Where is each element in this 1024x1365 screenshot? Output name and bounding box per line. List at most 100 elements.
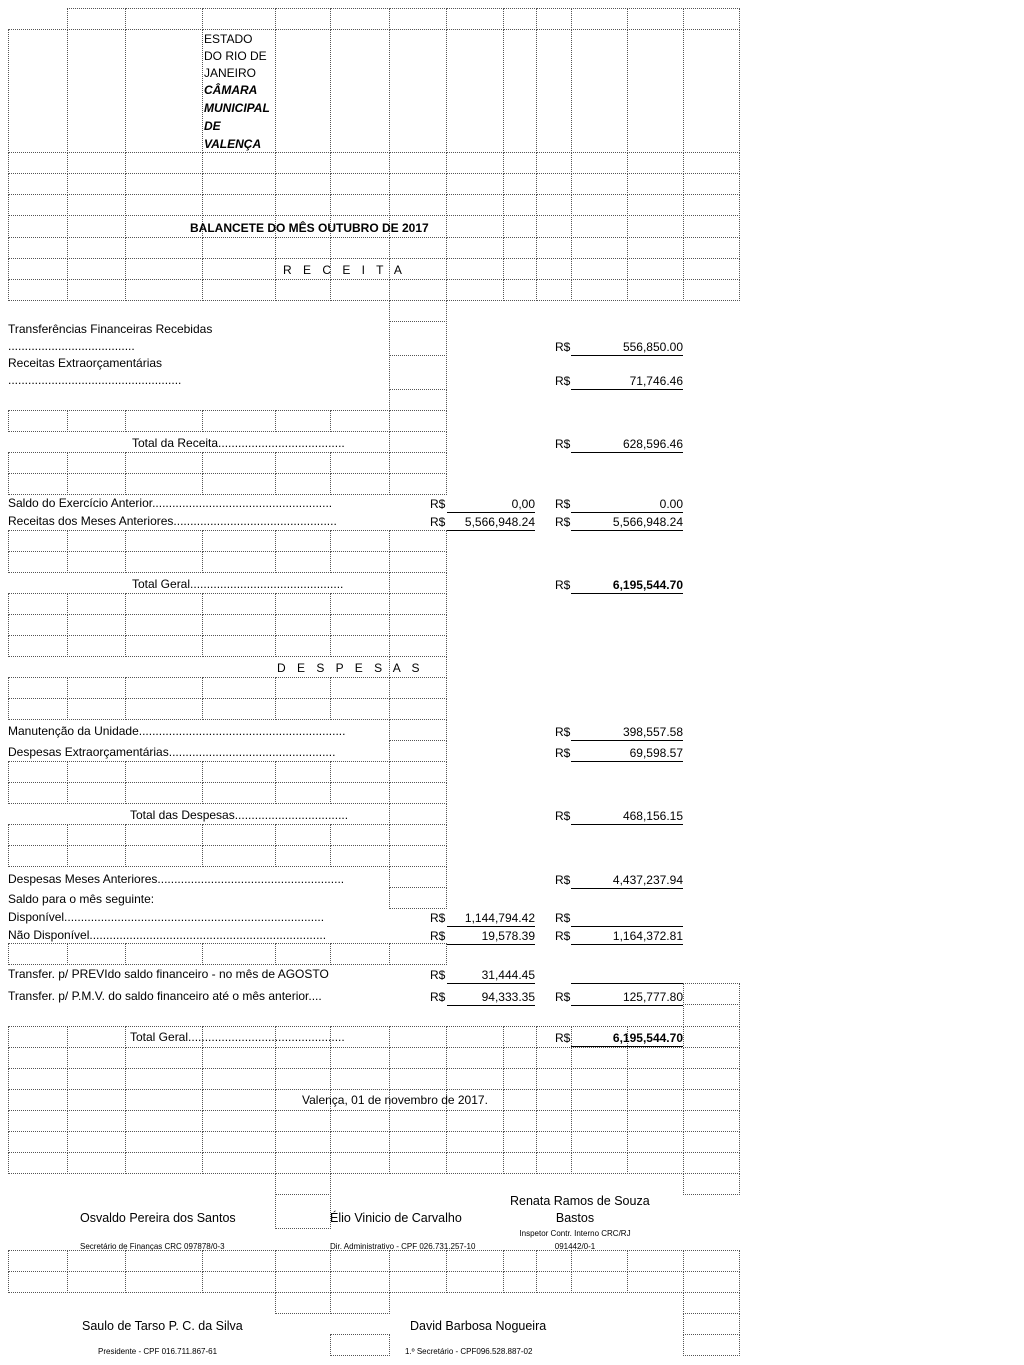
- grid-cell: [683, 1004, 740, 1027]
- grid-cell: [67, 258, 126, 280]
- grid-cell: [202, 8, 276, 30]
- grid-cell: [67, 1089, 126, 1111]
- grid-cell: [125, 237, 203, 259]
- grid-cell: [571, 152, 628, 174]
- grid-cell: [67, 410, 126, 432]
- currency-label: R$: [430, 929, 446, 943]
- grid-cell: [202, 1152, 276, 1174]
- grid-cell: [275, 530, 331, 552]
- grid-cell: [627, 215, 684, 238]
- grid-cell: [8, 152, 68, 174]
- grid-cell: [389, 824, 447, 846]
- grid-cell: [330, 410, 390, 432]
- grid-cell: [202, 845, 276, 867]
- grid-cell: [275, 614, 331, 636]
- grid-cell: [389, 279, 447, 301]
- grid-cell: [330, 761, 390, 783]
- grid-cell: [627, 279, 684, 301]
- despesas-heading: D E S P E S A S: [277, 661, 424, 675]
- grid-cell: [202, 258, 276, 280]
- grid-cell: [202, 593, 276, 615]
- grid-cell: [202, 1131, 276, 1153]
- grid-cell: [125, 279, 203, 301]
- grid-cell: [125, 410, 203, 432]
- grid-cell: [67, 1271, 126, 1293]
- grid-cell: [683, 1110, 740, 1132]
- transfer-total-value: 125,777.80: [571, 990, 683, 1006]
- grid-cell: [389, 1068, 447, 1090]
- grid-cell: [202, 677, 276, 699]
- grid-cell: [202, 452, 276, 474]
- grid-cell: [67, 8, 126, 30]
- grid-cell: [8, 279, 68, 301]
- grid-cell: [202, 635, 276, 657]
- grid-cell: [8, 173, 68, 195]
- grid-cell: [571, 173, 628, 195]
- grid-cell: [571, 1131, 628, 1153]
- signature-role-3b: 091442/0-1: [554, 1242, 596, 1251]
- grid-cell: [571, 1089, 628, 1111]
- grid-cell: [627, 152, 684, 174]
- grid-cell: [683, 1250, 740, 1272]
- grid-cell: [275, 1271, 331, 1293]
- grid-cell: [275, 943, 331, 965]
- grid-cell: [67, 1152, 126, 1174]
- grid-cell: [125, 1068, 203, 1090]
- grid-cell: [8, 452, 68, 474]
- grid-cell: [536, 1110, 572, 1132]
- grid-cell: [202, 551, 276, 573]
- grid-cell: [571, 237, 628, 259]
- grid-cell: [683, 1271, 740, 1293]
- grid-cell: [389, 152, 447, 174]
- currency-label: R$: [555, 515, 571, 529]
- grid-cell: [8, 593, 68, 615]
- grid-cell: [627, 8, 684, 30]
- grid-cell: [571, 258, 628, 280]
- grid-cell: [330, 173, 390, 195]
- grid-cell: [8, 194, 68, 216]
- grid-cell: [536, 173, 572, 195]
- grid-cell: [202, 1271, 276, 1293]
- currency-label: R$: [430, 990, 446, 1004]
- grid-cell: [330, 8, 390, 30]
- grid-cell: [683, 258, 740, 280]
- grid-cell: [8, 1068, 68, 1090]
- grid-cell: [503, 1110, 537, 1132]
- grid-cell: [330, 845, 390, 867]
- receitas-anteriores-label: Receitas dos Meses Anteriores...........…: [8, 514, 337, 528]
- grid-cell: [330, 29, 390, 153]
- grid-cell: [202, 614, 276, 636]
- saldo-anterior-label: Saldo do Exercício Anterior.............…: [8, 496, 333, 510]
- grid-cell: [571, 215, 628, 238]
- grid-cell: [275, 551, 331, 573]
- grid-cell: [627, 173, 684, 195]
- grid-cell: [330, 551, 390, 573]
- grid-cell: [67, 943, 126, 965]
- grid-cell: [536, 8, 572, 30]
- grid-cell: [389, 410, 447, 432]
- grid-cell: [8, 473, 68, 495]
- grid-cell: [330, 782, 390, 804]
- grid-cell: [275, 845, 331, 867]
- grid-cell: [202, 473, 276, 495]
- extra-receita-dots: ........................................…: [8, 373, 182, 387]
- grid-cell: [67, 1026, 126, 1048]
- grid-cell: [446, 1026, 504, 1048]
- grid-cell: [67, 1131, 126, 1153]
- grid-cell: [125, 845, 203, 867]
- extra-receita-value: 71,746.46: [571, 374, 683, 390]
- grid-cell: [8, 1026, 68, 1048]
- currency-label: R$: [555, 911, 571, 925]
- grid-cell: [446, 194, 504, 216]
- grid-cell: [275, 173, 331, 195]
- grid-cell: [330, 1152, 390, 1174]
- grid-cell: [446, 237, 504, 259]
- grid-cell: [8, 530, 68, 552]
- grid-cell: [125, 593, 203, 615]
- grid-cell: [8, 1110, 68, 1132]
- chamber-line-3: DE: [204, 119, 221, 133]
- grid-cell: [389, 1110, 447, 1132]
- grid-cell: [627, 1271, 684, 1293]
- grid-cell: [683, 1047, 740, 1069]
- grid-cell: [446, 1271, 504, 1293]
